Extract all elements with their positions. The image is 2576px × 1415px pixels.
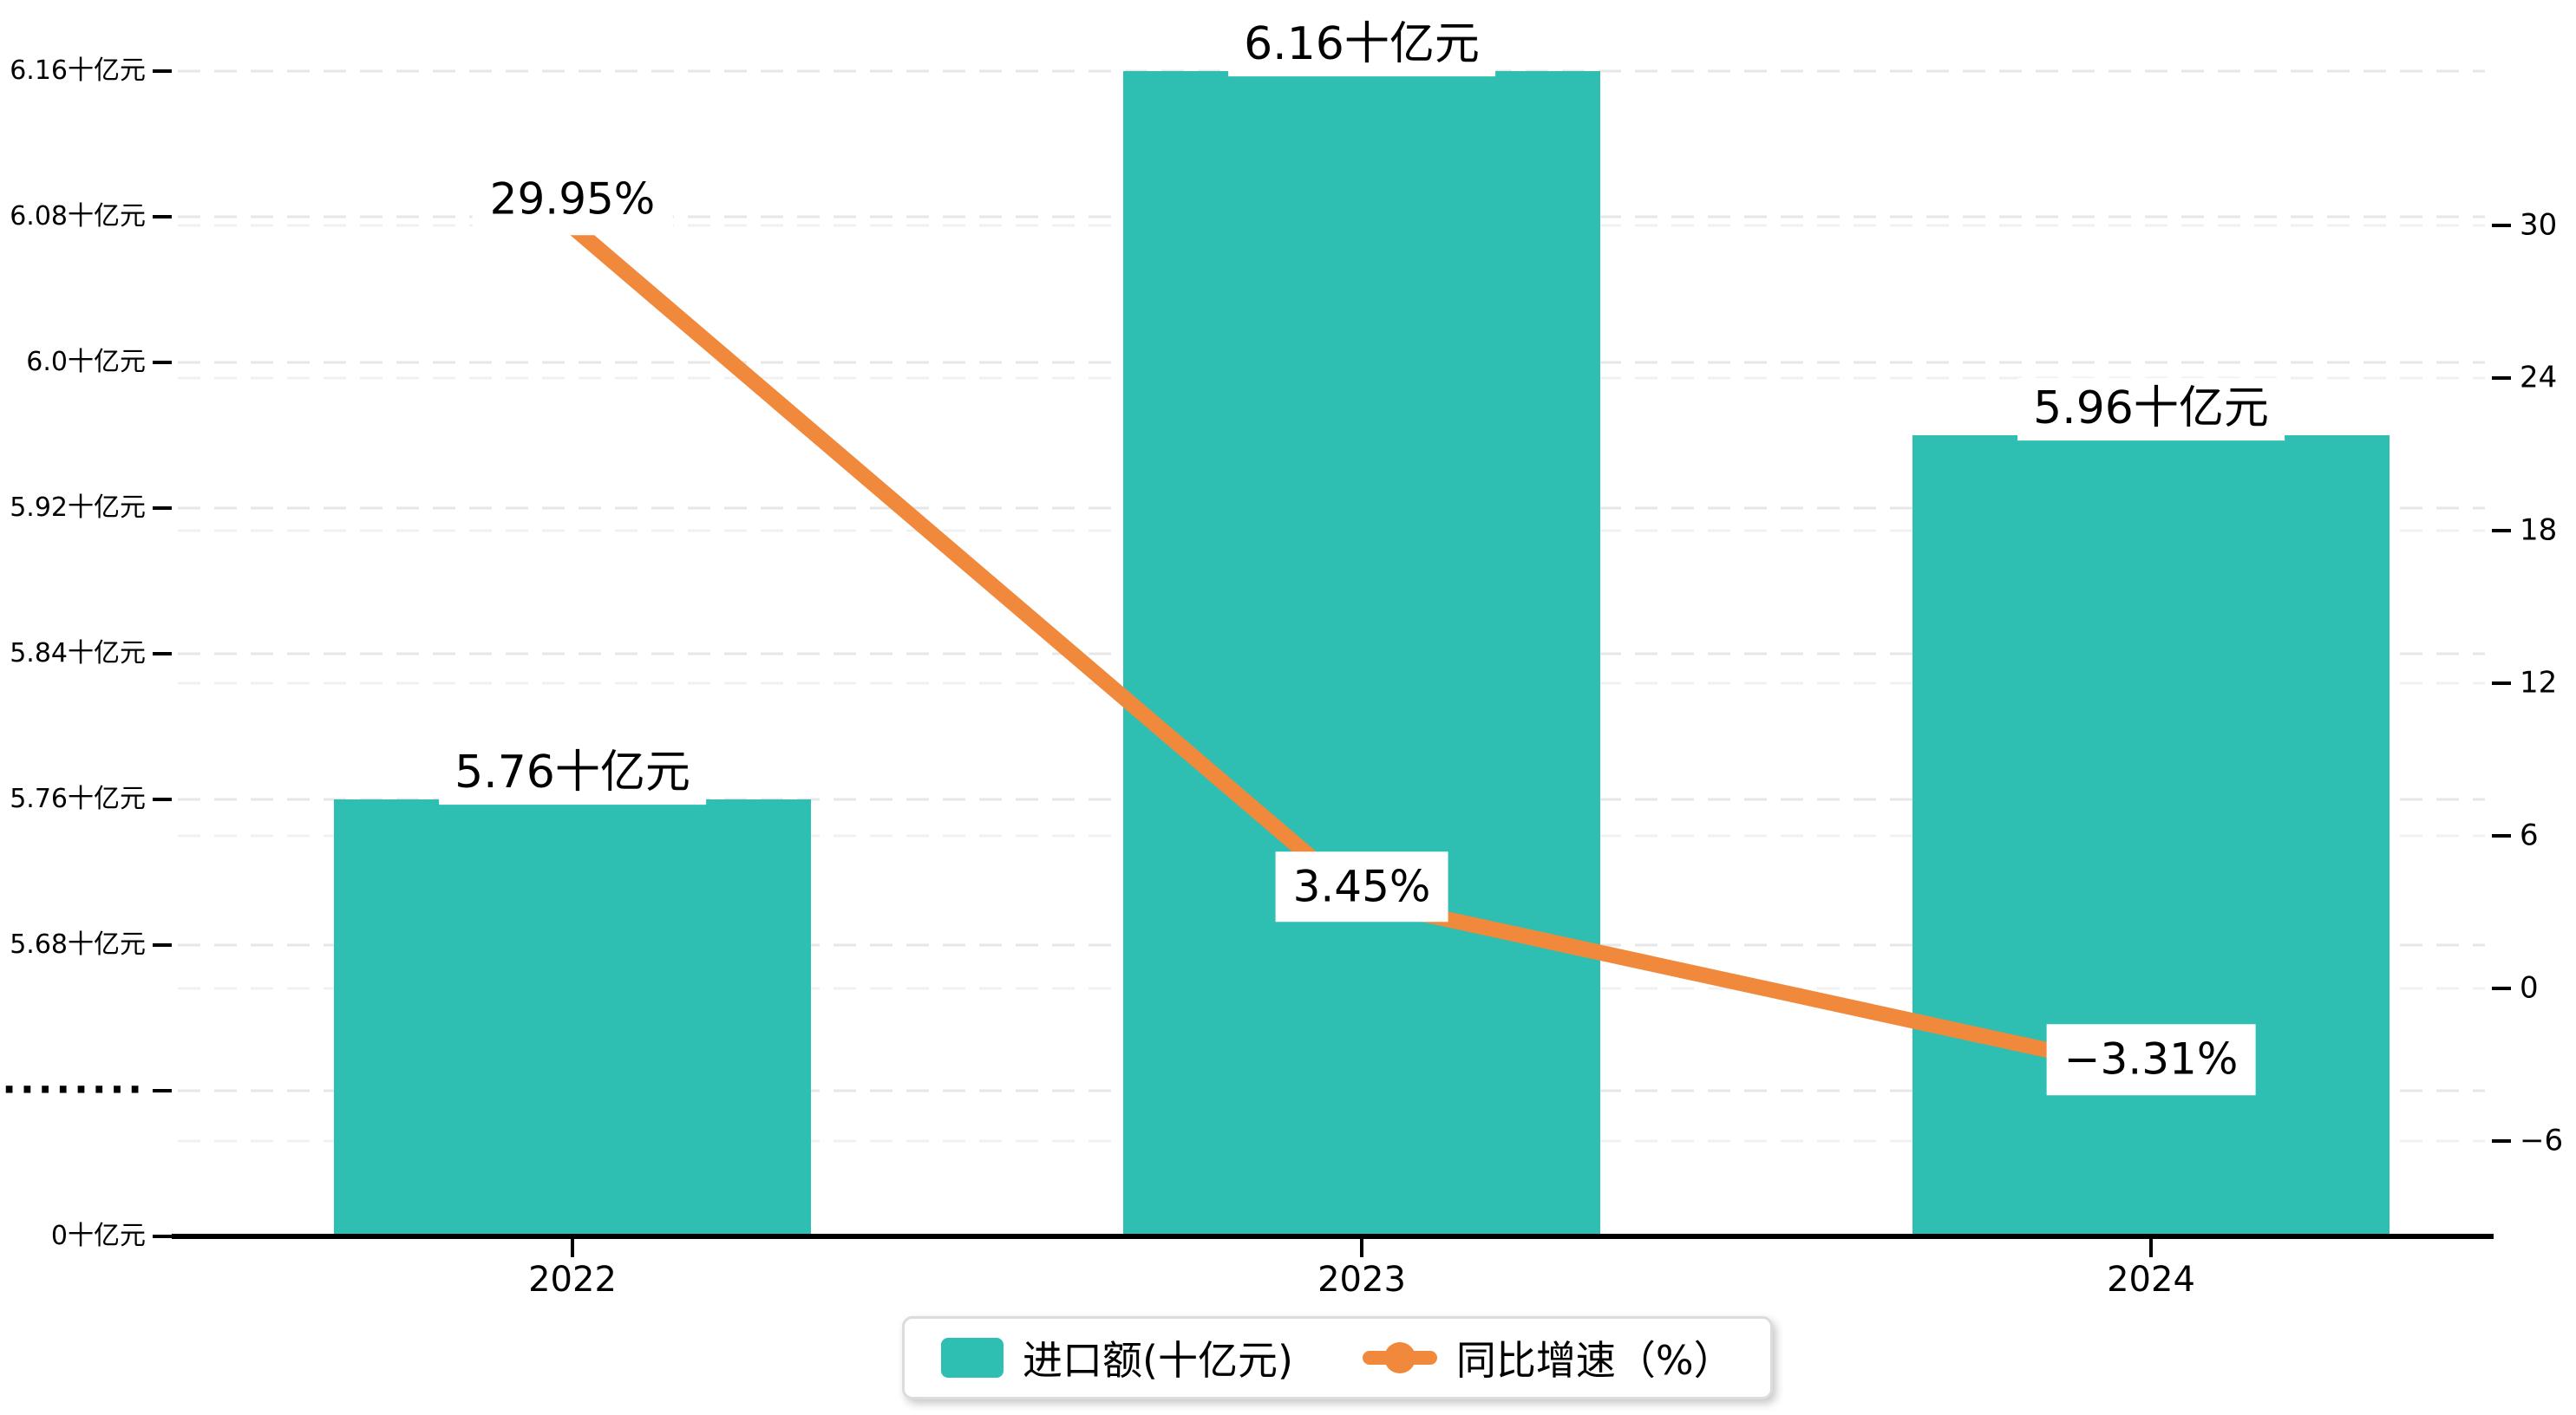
legend-label-import-amount: 进口额(十亿元): [1023, 1337, 1293, 1384]
y-axis-left-tick-label: 5.68十亿元: [10, 929, 146, 960]
y-axis-right-tick-label: 12: [2520, 665, 2558, 701]
y-axis-right-tick-label: 6: [2520, 818, 2539, 853]
y-axis-left-tick-label: 5.92十亿元: [10, 492, 146, 523]
legend-label-growth-rate: 同比增速（%）: [1455, 1337, 1734, 1384]
legend: 进口额(十亿元) 同比增速（%）: [902, 1316, 1773, 1399]
bar-2023[interactable]: [1123, 71, 1600, 1236]
y-axis-right-tick-label: 18: [2520, 512, 2558, 548]
x-axis-label-2023: 2023: [1317, 1260, 1406, 1300]
bar-value-label-2024: 5.96十亿元: [2017, 378, 2285, 440]
y-axis-right-tick-label: 0: [2520, 970, 2539, 1006]
line-series-marker-icon: [1362, 1342, 1437, 1373]
line-value-label-2024: −3.31%: [2046, 1024, 2256, 1095]
y-axis-left-tick-label: 5.76十亿元: [10, 783, 146, 814]
legend-item-growth-rate[interactable]: 同比增速（%）: [1362, 1329, 1734, 1386]
x-axis-label-2024: 2024: [2107, 1260, 2195, 1300]
legend-item-import-amount[interactable]: 进口额(十亿元): [941, 1329, 1293, 1386]
bar-value-label-2023: 6.16十亿元: [1228, 14, 1495, 76]
y-axis-right-tick-label: −6: [2520, 1123, 2564, 1158]
line-value-label-2023: 3.45%: [1275, 851, 1448, 923]
x-axis-label-2022: 2022: [528, 1260, 617, 1300]
y-axis-right-tick-label: 24: [2520, 360, 2558, 395]
bar-2022[interactable]: [334, 799, 811, 1236]
bar-2024[interactable]: [1912, 435, 2390, 1236]
line-value-label-2022: 29.95%: [472, 164, 673, 236]
y-axis-left-tick-label: 5.84十亿元: [10, 637, 146, 668]
y-axis-left-tick-label: 0十亿元: [50, 1220, 146, 1251]
y-axis-left-tick-label: 6.0十亿元: [26, 346, 146, 377]
y-axis-right-tick-label: 30: [2520, 207, 2558, 243]
bar-series-swatch-icon: [941, 1338, 1004, 1378]
y-axis-left-tick-label: 6.08十亿元: [10, 200, 146, 231]
y-axis-break-dots: ·········: [0, 1067, 146, 1112]
bar-value-label-2022: 5.76十亿元: [439, 742, 706, 805]
y-axis-left-tick-label: 6.16十亿元: [10, 55, 146, 86]
